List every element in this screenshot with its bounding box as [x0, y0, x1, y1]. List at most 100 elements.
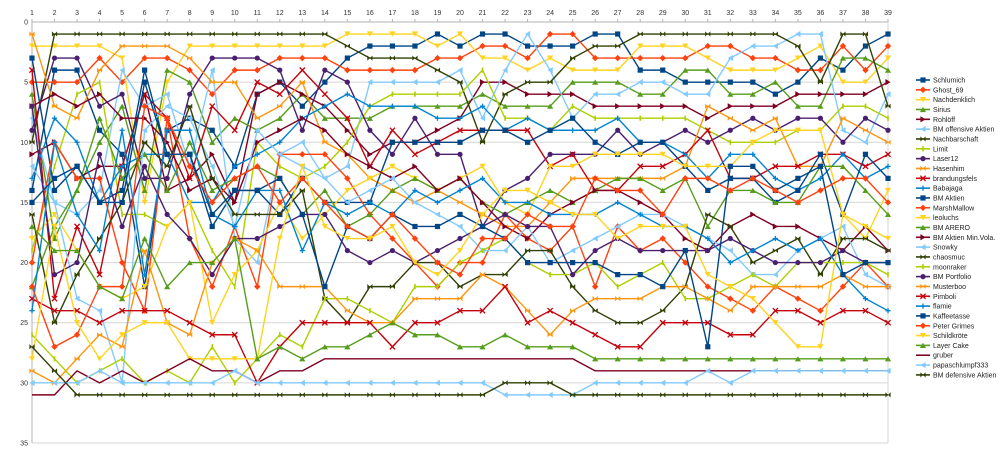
data-point: [51, 91, 58, 98]
data-point: [277, 127, 283, 134]
data-point: [411, 235, 419, 242]
data-point: [570, 115, 576, 121]
data-point: [389, 151, 396, 157]
data-point: [73, 223, 81, 230]
data-point: [232, 163, 238, 169]
data-point: [389, 55, 396, 61]
x-tick-label: 27: [614, 10, 622, 17]
data-point: [277, 187, 283, 193]
data-point: [29, 127, 35, 133]
data-point: [502, 199, 508, 206]
data-point: [96, 139, 103, 145]
data-point: [186, 199, 193, 206]
data-point: [637, 356, 644, 362]
legend-marker: [920, 372, 926, 378]
data-point: [727, 284, 734, 290]
data-point: [254, 127, 260, 134]
data-point: [344, 199, 350, 206]
data-point: [569, 79, 576, 85]
data-point: [884, 235, 892, 242]
data-point: [727, 259, 733, 266]
data-point: [96, 31, 103, 37]
data-point: [794, 356, 801, 362]
data-point: [862, 43, 869, 49]
data-point: [795, 235, 801, 242]
data-point: [614, 79, 621, 85]
data-point: [74, 55, 80, 61]
data-point: [772, 199, 779, 206]
data-point: [232, 367, 238, 374]
legend-marker: [920, 274, 926, 280]
data-point: [682, 163, 689, 169]
data-point: [547, 199, 554, 206]
data-point: [592, 247, 598, 254]
data-point: [817, 319, 824, 326]
data-point: [885, 308, 891, 314]
x-tick-label: 15: [343, 10, 351, 17]
data-point: [366, 66, 374, 74]
data-point: [727, 163, 733, 169]
x-tick-label: 32: [726, 10, 734, 17]
data-point: [660, 284, 666, 290]
data-point: [412, 43, 418, 49]
data-point: [842, 103, 844, 109]
data-point: [794, 163, 801, 170]
data-point: [705, 187, 711, 193]
data-point: [324, 163, 326, 169]
legend-marker: [919, 332, 927, 339]
data-point: [412, 187, 418, 193]
x-tick-label: 33: [749, 10, 757, 17]
data-point: [209, 259, 216, 266]
data-point: [74, 31, 80, 37]
data-point: [164, 223, 171, 230]
data-point: [501, 187, 509, 193]
data-point: [862, 284, 869, 290]
data-point: [749, 296, 756, 302]
data-point: [524, 67, 531, 73]
data-point: [96, 392, 103, 398]
data-point: [187, 127, 193, 133]
data-point: [344, 115, 351, 122]
data-point: [524, 380, 531, 386]
data-point: [299, 151, 306, 158]
data-point: [324, 296, 326, 302]
data-point: [727, 379, 733, 386]
data-point: [502, 79, 508, 86]
data-point: [524, 344, 531, 350]
data-point: [254, 283, 261, 290]
data-point: [502, 31, 508, 37]
data-point: [570, 55, 576, 61]
data-point: [727, 175, 733, 181]
data-point: [277, 284, 283, 290]
data-point: [524, 211, 531, 218]
legend-label: BM Aktien: [933, 195, 965, 202]
data-point: [817, 79, 824, 85]
data-point: [29, 103, 35, 109]
data-point: [884, 67, 892, 73]
legend-marker: [919, 215, 927, 221]
data-point: [524, 235, 531, 242]
data-point: [164, 127, 170, 133]
data-point: [367, 151, 373, 158]
x-tick-label: 14: [321, 10, 329, 17]
data-point: [276, 344, 283, 350]
data-point: [231, 235, 238, 242]
legend-marker: [920, 156, 926, 162]
data-point: [187, 187, 193, 194]
data-point: [142, 272, 148, 278]
data-point: [479, 272, 486, 278]
data-point: [795, 247, 801, 254]
legend-item: flamie: [916, 303, 952, 311]
data-point: [142, 79, 148, 85]
data-point: [659, 43, 666, 49]
data-point: [614, 187, 621, 194]
data-point: [839, 42, 847, 50]
x-tick-label: 16: [366, 10, 374, 17]
data-point: [143, 211, 146, 218]
data-point: [344, 43, 350, 49]
data-point: [749, 187, 756, 193]
legend-marker: [920, 361, 926, 369]
data-point: [615, 43, 621, 49]
data-point: [164, 392, 170, 398]
data-point: [682, 223, 689, 230]
